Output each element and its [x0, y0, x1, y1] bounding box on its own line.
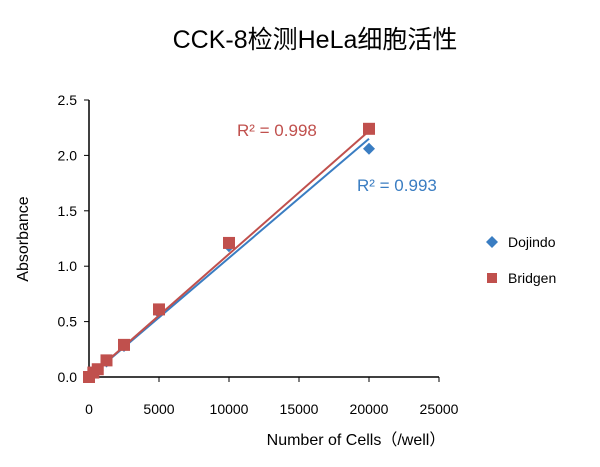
legend-marker-bridgen [487, 273, 497, 283]
y-axis-label: Absorbance [15, 196, 32, 281]
x-tick-label: 20000 [350, 401, 389, 417]
y-tick-label: 2.0 [58, 147, 78, 163]
chart-title: CCK-8检测HeLa细胞活性 [173, 26, 458, 54]
y-tick-label: 0.5 [58, 314, 78, 330]
y-tick-label: 1.5 [58, 203, 78, 219]
legend-label-dojindo: Dojindo [508, 234, 556, 250]
legend-label-bridgen: Bridgen [508, 270, 556, 286]
x-tick-label: 15000 [280, 401, 319, 417]
r2-label-dojindo: R² = 0.993 [357, 176, 437, 195]
x-tick-label: 0 [85, 401, 93, 417]
data-point-bridgen [363, 122, 375, 135]
legend-marker-dojindo [486, 236, 498, 248]
x-tick-label: 25000 [420, 401, 459, 417]
trendline-bridgen [88, 130, 370, 378]
data-point-bridgen [153, 303, 165, 316]
data-point-bridgen [223, 236, 235, 249]
y-tick-label: 0.0 [58, 369, 78, 385]
y-tick-label: 2.5 [58, 92, 78, 108]
y-tick-label: 1.0 [58, 258, 78, 274]
x-tick-label: 10000 [210, 401, 249, 417]
r2-label-bridgen: R² = 0.998 [237, 121, 317, 140]
x-tick-label: 5000 [143, 401, 174, 417]
data-point-dojindo [363, 142, 375, 155]
data-point-bridgen [100, 354, 113, 367]
x-axis-label: Number of Cells（/well） [267, 431, 446, 449]
data-point-bridgen [118, 338, 130, 351]
